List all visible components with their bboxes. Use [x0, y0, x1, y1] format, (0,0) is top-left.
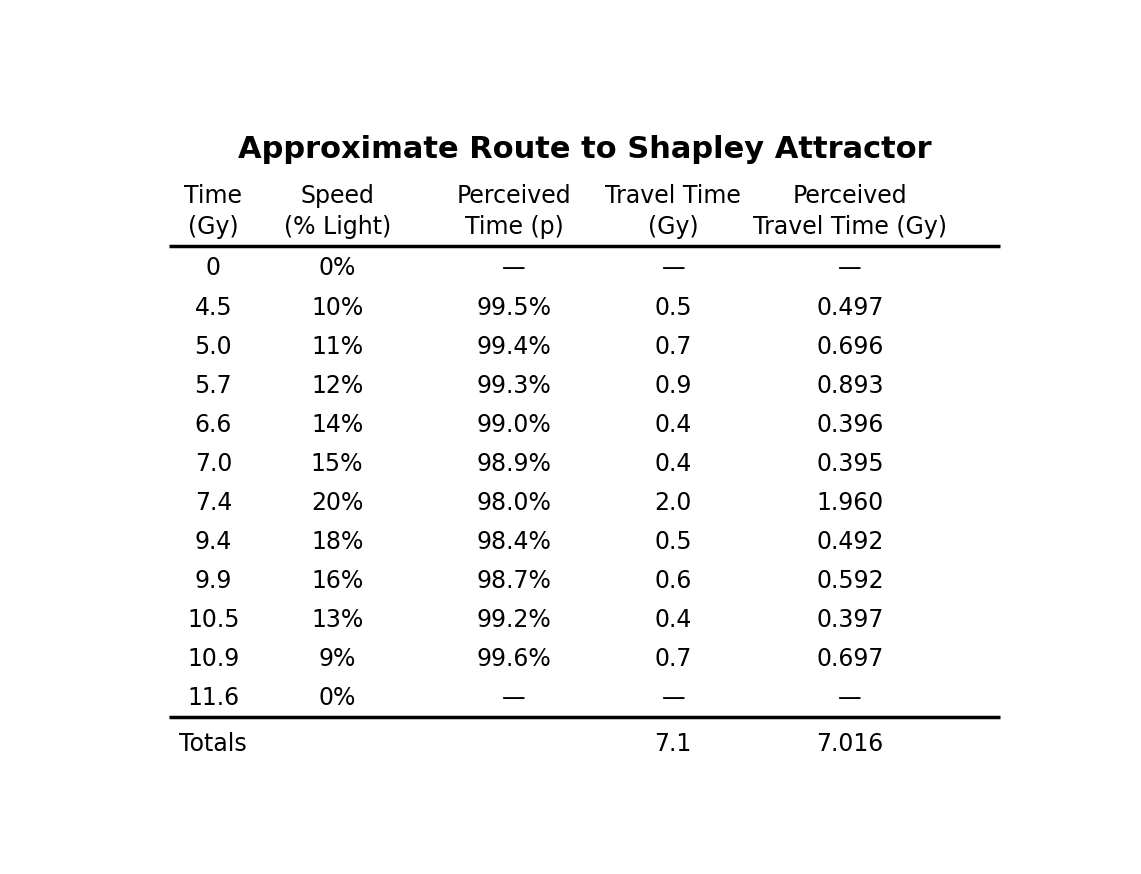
Text: 99.0%: 99.0% [477, 413, 551, 437]
Text: 0.396: 0.396 [816, 413, 884, 437]
Text: 9%: 9% [318, 648, 356, 671]
Text: (% Light): (% Light) [284, 215, 390, 239]
Text: Time (p): Time (p) [464, 215, 564, 239]
Text: —: — [502, 686, 526, 711]
Text: 10.9: 10.9 [187, 648, 240, 671]
Text: 0.492: 0.492 [816, 530, 884, 554]
Text: 16%: 16% [311, 569, 363, 593]
Text: 0.893: 0.893 [816, 374, 884, 398]
Text: 11.6: 11.6 [187, 686, 240, 711]
Text: 6.6: 6.6 [195, 413, 232, 437]
Text: 0.4: 0.4 [655, 452, 691, 475]
Text: 0.4: 0.4 [655, 413, 691, 437]
Text: 1.960: 1.960 [817, 491, 883, 515]
Text: 4.5: 4.5 [195, 295, 232, 320]
Text: Travel Time: Travel Time [605, 184, 742, 208]
Text: 0.4: 0.4 [655, 608, 691, 632]
Text: 0.395: 0.395 [816, 452, 884, 475]
Text: (Gy): (Gy) [188, 215, 238, 239]
Text: 0.5: 0.5 [655, 295, 691, 320]
Text: 99.4%: 99.4% [477, 335, 551, 358]
Text: Approximate Route to Shapley Attractor: Approximate Route to Shapley Attractor [238, 135, 931, 164]
Text: 9.9: 9.9 [195, 569, 232, 593]
Text: Speed: Speed [300, 184, 374, 208]
Text: Perceived: Perceived [456, 184, 572, 208]
Text: 7.1: 7.1 [655, 732, 691, 756]
Text: 9.4: 9.4 [195, 530, 232, 554]
Text: 0%: 0% [318, 686, 356, 711]
Text: 0.7: 0.7 [655, 335, 691, 358]
Text: 2.0: 2.0 [655, 491, 691, 515]
Text: 7.4: 7.4 [195, 491, 232, 515]
Text: Totals: Totals [179, 732, 248, 756]
Text: —: — [839, 256, 861, 281]
Text: 10%: 10% [311, 295, 363, 320]
Text: 0.497: 0.497 [816, 295, 884, 320]
Text: 98.9%: 98.9% [477, 452, 551, 475]
Text: 99.5%: 99.5% [477, 295, 551, 320]
Text: 14%: 14% [311, 413, 363, 437]
Text: 99.3%: 99.3% [477, 374, 551, 398]
Text: 99.2%: 99.2% [477, 608, 551, 632]
Text: 0.697: 0.697 [816, 648, 884, 671]
Text: 98.4%: 98.4% [477, 530, 551, 554]
Text: 7.0: 7.0 [195, 452, 232, 475]
Text: 0%: 0% [318, 256, 356, 281]
Text: (Gy): (Gy) [648, 215, 698, 239]
Text: 12%: 12% [311, 374, 363, 398]
Text: 7.016: 7.016 [817, 732, 883, 756]
Text: 0: 0 [205, 256, 221, 281]
Text: 0.592: 0.592 [816, 569, 884, 593]
Text: 5.7: 5.7 [195, 374, 232, 398]
Text: 98.0%: 98.0% [477, 491, 551, 515]
Text: 0.9: 0.9 [655, 374, 691, 398]
Text: —: — [662, 256, 685, 281]
Text: 0.7: 0.7 [655, 648, 691, 671]
Text: 20%: 20% [311, 491, 363, 515]
Text: 0.6: 0.6 [655, 569, 691, 593]
Text: Time: Time [185, 184, 242, 208]
Text: 11%: 11% [311, 335, 363, 358]
Text: 18%: 18% [311, 530, 363, 554]
Text: 0.5: 0.5 [655, 530, 691, 554]
Text: Travel Time (Gy): Travel Time (Gy) [753, 215, 947, 239]
Text: 0.397: 0.397 [816, 608, 884, 632]
Text: 10.5: 10.5 [187, 608, 240, 632]
Text: 15%: 15% [310, 452, 364, 475]
Text: —: — [839, 686, 861, 711]
Text: 13%: 13% [311, 608, 363, 632]
Text: 0.696: 0.696 [816, 335, 884, 358]
Text: 98.7%: 98.7% [477, 569, 551, 593]
Text: 5.0: 5.0 [195, 335, 232, 358]
Text: —: — [502, 256, 526, 281]
Text: 99.6%: 99.6% [477, 648, 551, 671]
Text: Perceived: Perceived [793, 184, 907, 208]
Text: —: — [662, 686, 685, 711]
